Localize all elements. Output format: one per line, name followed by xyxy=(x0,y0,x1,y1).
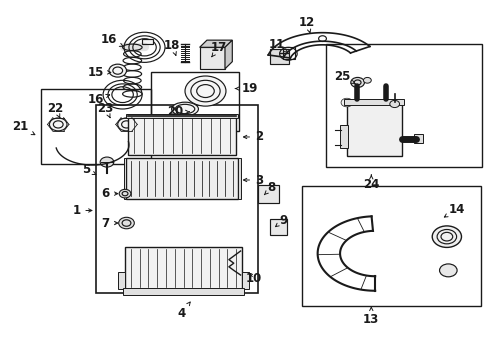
Bar xyxy=(258,185,278,203)
Bar xyxy=(413,134,422,143)
Circle shape xyxy=(350,77,364,87)
Text: 8: 8 xyxy=(264,181,275,195)
Bar xyxy=(242,273,249,289)
Bar xyxy=(346,103,401,156)
Polygon shape xyxy=(199,40,232,47)
Bar xyxy=(96,105,258,293)
Circle shape xyxy=(363,77,370,83)
Text: 17: 17 xyxy=(211,41,227,57)
Bar xyxy=(199,47,224,69)
Bar xyxy=(126,158,237,199)
Bar xyxy=(269,49,288,64)
Text: 15: 15 xyxy=(87,66,111,79)
Text: 9: 9 xyxy=(275,214,287,227)
Bar xyxy=(302,186,480,306)
Text: 5: 5 xyxy=(81,163,96,176)
Text: 20: 20 xyxy=(167,105,189,118)
Bar xyxy=(41,89,151,164)
Text: 25: 25 xyxy=(333,70,355,84)
Text: 23: 23 xyxy=(97,102,113,118)
Bar xyxy=(282,46,295,59)
Bar xyxy=(123,158,126,199)
Circle shape xyxy=(389,100,399,108)
Bar xyxy=(126,114,238,118)
Text: 1: 1 xyxy=(72,204,92,217)
Polygon shape xyxy=(224,40,232,69)
Bar xyxy=(122,288,244,295)
Circle shape xyxy=(119,189,131,198)
Circle shape xyxy=(100,157,114,167)
Text: 2: 2 xyxy=(243,130,263,144)
Text: 16: 16 xyxy=(87,93,109,106)
Bar xyxy=(339,126,347,148)
Text: 4: 4 xyxy=(177,302,190,320)
Circle shape xyxy=(119,217,134,229)
Text: 7: 7 xyxy=(102,216,118,230)
Circle shape xyxy=(184,76,225,106)
Text: 11: 11 xyxy=(268,38,287,52)
Bar xyxy=(269,219,287,234)
Text: 14: 14 xyxy=(444,203,464,217)
Text: 21: 21 xyxy=(12,121,35,135)
Ellipse shape xyxy=(171,102,198,116)
Text: 12: 12 xyxy=(298,16,314,33)
Text: 3: 3 xyxy=(243,174,263,186)
Circle shape xyxy=(109,64,126,77)
Bar xyxy=(237,158,240,199)
Bar xyxy=(142,39,153,44)
Circle shape xyxy=(431,226,461,247)
Bar xyxy=(118,273,125,289)
Text: 10: 10 xyxy=(245,272,262,285)
Bar xyxy=(128,116,235,155)
Circle shape xyxy=(340,98,352,107)
Circle shape xyxy=(49,118,67,131)
Text: 22: 22 xyxy=(47,102,63,118)
Text: 19: 19 xyxy=(235,82,257,95)
Circle shape xyxy=(118,118,135,131)
Bar xyxy=(344,99,403,105)
Text: 16: 16 xyxy=(101,33,123,46)
Circle shape xyxy=(439,264,456,277)
Bar xyxy=(125,247,242,289)
Bar xyxy=(151,72,238,131)
Text: 24: 24 xyxy=(363,175,379,191)
Text: 13: 13 xyxy=(363,307,379,326)
Text: 6: 6 xyxy=(101,187,118,200)
Text: 18: 18 xyxy=(164,39,180,55)
Bar xyxy=(326,44,482,167)
